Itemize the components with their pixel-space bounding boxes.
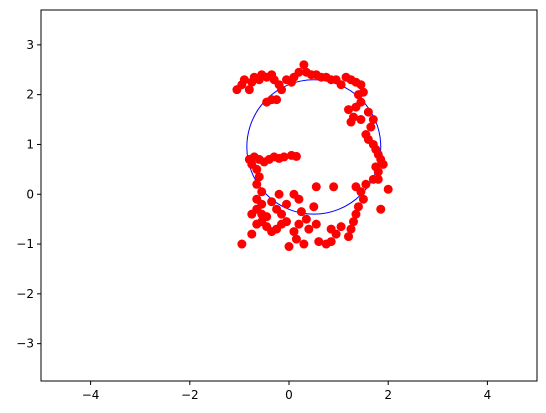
- data-point: [353, 202, 363, 212]
- data-point: [272, 95, 282, 105]
- data-point: [311, 182, 321, 192]
- data-point: [336, 80, 346, 90]
- data-point: [291, 151, 301, 161]
- y-tick-label: −2: [16, 287, 34, 301]
- data-point: [247, 229, 257, 239]
- x-tick-label: 4: [484, 388, 492, 402]
- data-point: [351, 182, 361, 192]
- data-point: [262, 212, 272, 222]
- fitted-circle: [246, 79, 382, 215]
- data-point: [344, 105, 354, 115]
- data-point: [296, 207, 306, 217]
- data-point: [279, 152, 289, 162]
- data-point: [353, 90, 363, 100]
- data-point: [282, 199, 292, 209]
- data-point: [294, 194, 304, 204]
- data-point: [351, 102, 361, 112]
- data-point: [368, 115, 378, 125]
- data-point: [358, 194, 368, 204]
- data-point: [239, 75, 249, 85]
- data-point: [373, 174, 383, 184]
- x-tick-label: −4: [82, 388, 100, 402]
- data-point: [289, 227, 299, 237]
- data-point: [373, 167, 383, 177]
- circle-layer: [246, 79, 382, 215]
- data-point: [356, 80, 366, 90]
- data-point: [304, 224, 314, 234]
- data-point: [274, 189, 284, 199]
- data-point: [299, 239, 309, 249]
- data-point: [301, 214, 311, 224]
- data-point: [329, 182, 339, 192]
- data-point: [267, 197, 277, 207]
- data-point: [294, 67, 304, 77]
- data-point: [376, 204, 386, 214]
- data-point: [321, 239, 331, 249]
- data-point: [346, 117, 356, 127]
- x-tick-label: −2: [181, 388, 199, 402]
- data-point: [252, 179, 262, 189]
- y-axis: −3 −2 −1 0 1 2 3: [16, 38, 41, 351]
- plot-background: [41, 10, 537, 381]
- data-point: [299, 60, 309, 70]
- data-point: [383, 184, 393, 194]
- data-point: [237, 239, 247, 249]
- data-point: [311, 219, 321, 229]
- data-point: [294, 219, 304, 229]
- y-tick-label: −1: [16, 237, 34, 251]
- data-point: [356, 115, 366, 125]
- data-point: [244, 85, 254, 95]
- data-point: [363, 107, 373, 117]
- x-axis: −4 −2 0 2 4: [82, 381, 491, 402]
- data-point: [291, 234, 301, 244]
- data-point: [314, 237, 324, 247]
- data-point: [326, 224, 336, 234]
- data-point: [277, 85, 287, 95]
- x-tick-label: 0: [285, 388, 293, 402]
- y-tick-label: 3: [26, 38, 34, 52]
- data-point: [252, 194, 262, 204]
- data-point: [344, 232, 354, 242]
- data-point: [378, 159, 388, 169]
- y-tick-label: 0: [26, 187, 34, 201]
- data-point: [346, 224, 356, 234]
- data-point: [309, 202, 319, 212]
- data-point: [284, 242, 294, 252]
- data-point: [254, 172, 264, 182]
- data-point: [336, 222, 346, 232]
- y-tick-label: 2: [26, 88, 34, 102]
- data-point: [257, 187, 267, 197]
- x-tick-label: 2: [384, 388, 392, 402]
- data-point: [252, 219, 262, 229]
- data-point: [361, 179, 371, 189]
- y-tick-label: −3: [16, 337, 34, 351]
- data-point: [277, 209, 287, 219]
- data-point: [351, 209, 361, 219]
- points-layer: [232, 60, 393, 252]
- data-point: [348, 217, 358, 227]
- y-tick-label: 1: [26, 137, 34, 151]
- data-point: [366, 122, 376, 132]
